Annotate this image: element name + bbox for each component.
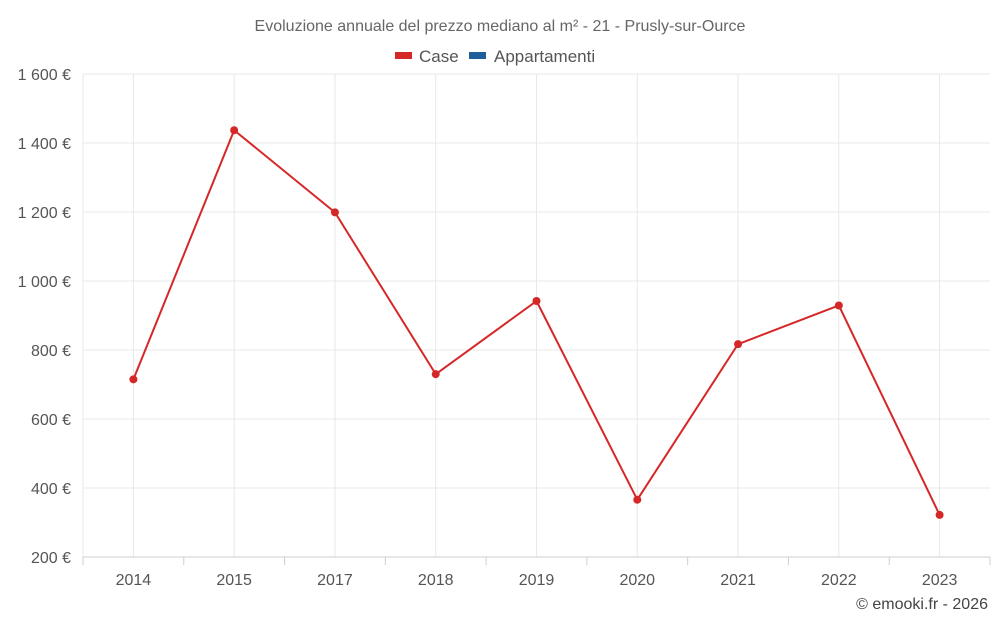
grid — [82, 73, 990, 557]
data-point-case[interactable] — [532, 297, 541, 306]
legend-item-case[interactable]: Case — [395, 47, 459, 66]
data-point-case[interactable] — [734, 340, 743, 349]
y-tick-label: 1 600 € — [18, 67, 71, 84]
data-point-case[interactable] — [935, 510, 944, 519]
y-axis-ticks: 200 € 400 € 600 € 800 € 1 000 € 1 200 € 1 400 … — [18, 67, 71, 567]
x-tick-label: 2019 — [519, 572, 555, 589]
data-point-case[interactable] — [834, 301, 843, 310]
axes — [82, 556, 991, 565]
y-tick-label: 1 000 € — [18, 274, 71, 291]
y-tick-label: 200 € — [31, 550, 71, 567]
legend-item-appartamenti[interactable]: Appartamenti — [469, 47, 595, 66]
y-tick-label: 400 € — [31, 481, 71, 498]
legend: Case Appartamenti — [395, 47, 595, 66]
x-tick-label: 2017 — [317, 572, 353, 589]
data-point-case[interactable] — [633, 495, 642, 504]
x-tick-label: 2021 — [720, 572, 756, 589]
x-tick-label: 2023 — [922, 572, 958, 589]
data-point-case[interactable] — [230, 126, 239, 135]
legend-label-case: Case — [419, 47, 459, 66]
x-axis-ticks: 2014 2015 2017 2018 2019 2020 2021 2022 2023 — [116, 572, 958, 589]
x-tick-label: 2014 — [116, 572, 152, 589]
data-point-case[interactable] — [330, 208, 339, 217]
y-tick-label: 1 200 € — [18, 205, 71, 222]
x-tick-label: 2015 — [216, 572, 252, 589]
data-point-case[interactable] — [431, 370, 440, 379]
credit: © emooki.fr - 2026 — [856, 596, 988, 613]
series-case — [129, 126, 944, 519]
y-tick-label: 800 € — [31, 343, 71, 360]
legend-swatch-case — [395, 52, 412, 59]
y-tick-label: 1 400 € — [18, 136, 71, 153]
x-tick-label: 2018 — [418, 572, 454, 589]
legend-swatch-appartamenti — [469, 52, 486, 59]
x-tick-label: 2020 — [619, 572, 655, 589]
chart-title: Evoluzione annuale del prezzo mediano al… — [255, 18, 746, 35]
x-tick-label: 2022 — [821, 572, 857, 589]
data-point-case[interactable] — [129, 375, 138, 384]
y-tick-label: 600 € — [31, 412, 71, 429]
legend-label-appartamenti: Appartamenti — [494, 47, 595, 66]
